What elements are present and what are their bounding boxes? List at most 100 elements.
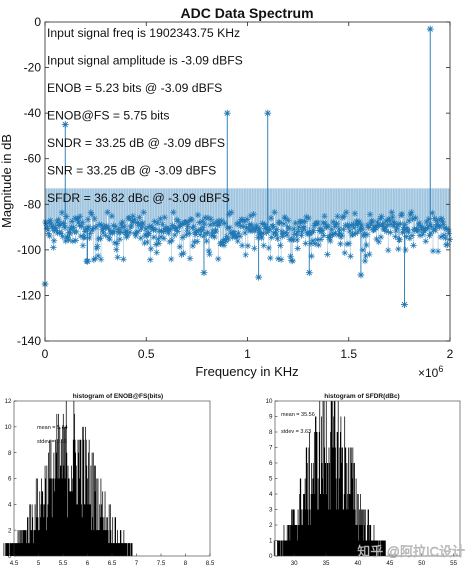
enob-histogram: histogram of ENOB@FS(bits) 4.5 5 5.5 6 6.5 7 7… <box>3 393 215 567</box>
hist-y-tick-label: 4 <box>8 502 12 509</box>
hist-y-tick-label: 4 <box>269 491 273 498</box>
sfdr-histogram-x-ticks: 30 35 40 45 50 55 <box>291 553 458 567</box>
spur-mark <box>305 227 313 277</box>
spur-marker <box>305 269 313 277</box>
x-tick-label: 1 <box>244 347 251 361</box>
x-tick-label: 0 <box>42 347 49 361</box>
spur-mark <box>357 227 365 279</box>
spur-marker <box>264 109 272 117</box>
hist-x-tick-label: 30 <box>291 560 298 567</box>
histogram-bars-path <box>3 401 133 556</box>
sfdr-stdev-label: stdev = 3.63 <box>281 429 311 435</box>
hist-y-tick-label: 0 <box>269 553 273 560</box>
hist-y-tick-label: 8 <box>8 450 12 457</box>
histogram-bars-path <box>273 401 386 556</box>
spur-marker <box>223 109 231 117</box>
hist-x-tick-label: 40 <box>354 560 361 567</box>
sfdr-histogram-title: histogram of SFDR(dBc) <box>324 393 399 400</box>
spectrum-x-ticks: 0 0.5 1 1.5 2 <box>42 22 454 361</box>
sfdr-histogram-y-ticks: 0 1 2 3 4 5 6 7 8 9 10 <box>266 398 278 560</box>
x-tick-label: 1.5 <box>340 347 357 361</box>
y-tick-label: -60 <box>24 152 42 166</box>
annotation-text: Input signal amplitude is -3.09 dBFS <box>47 54 243 68</box>
annotation-text: Input signal freq is 1902343.75 KHz <box>47 26 240 40</box>
spectrum-x-axis-label: Frequency in KHz <box>195 364 298 379</box>
hist-x-tick-label: 50 <box>418 560 425 567</box>
hist-y-tick-label: 8 <box>269 429 273 436</box>
hist-x-tick-label: 8 <box>184 560 188 567</box>
spectrum-plot: ADC Data Spectrum 0 0.5 1 1.5 2 0 -20 -40 -60 -8… <box>0 5 454 380</box>
spur-mark <box>61 121 69 228</box>
spur-mark <box>401 227 408 308</box>
hist-x-tick-label: 6 <box>86 560 90 567</box>
sfdr-histogram-bars <box>273 401 386 556</box>
hist-y-tick-label: 2 <box>8 527 12 534</box>
annotation-text: SNDR = 33.25 dB @ -3.09 dBFS <box>47 136 225 150</box>
annotation-text: SFDR = 36.82 dBc @ -3.09 dBFS <box>47 191 230 205</box>
enob-histogram-y-ticks: 0 2 4 6 8 10 12 <box>5 398 17 560</box>
y-tick-label: -80 <box>24 197 42 211</box>
hist-y-tick-label: 10 <box>5 424 12 431</box>
hist-y-tick-label: 5 <box>269 476 273 483</box>
spur-marker <box>84 257 91 265</box>
hist-y-tick-label: 10 <box>266 398 273 405</box>
hist-y-tick-label: 12 <box>5 398 12 405</box>
hist-x-tick-label: 45 <box>386 560 393 567</box>
hist-y-tick-label: 7 <box>269 445 273 452</box>
sfdr-histogram: histogram of SFDR(dBc) 30 35 40 45 50 55 0123… <box>266 393 461 567</box>
spur-marker <box>357 271 365 279</box>
spur-mark <box>200 227 208 277</box>
hist-x-tick-label: 35 <box>323 560 330 567</box>
spectrum-x-scale-label: ×106 <box>418 364 443 380</box>
enob-stdev-label: stdev = 0.55 <box>37 439 67 445</box>
hist-y-tick-label: 6 <box>8 476 12 483</box>
spur-mark <box>264 109 272 228</box>
hist-x-tick-label: 8.5 <box>206 560 215 567</box>
spectrum-y-ticks: 0 -20 -40 -60 -80 -100 -120 -140 <box>17 15 450 348</box>
hist-x-tick-label: 4.5 <box>10 560 19 567</box>
y-tick-label: -120 <box>17 288 41 302</box>
annotation-text: ENOB@FS = 5.75 bits <box>47 109 169 123</box>
spectrum-title: ADC Data Spectrum <box>180 5 313 21</box>
spur-marker <box>426 25 434 33</box>
hist-y-tick-label: 3 <box>269 507 273 514</box>
hist-x-tick-label: 7 <box>135 560 139 567</box>
hist-x-tick-label: 5 <box>37 560 41 567</box>
spectrum-y-axis-label: Magnitude in dB <box>0 134 14 228</box>
sfdr-mean-label: mean = 35.56 <box>281 412 315 418</box>
hist-x-tick-label: 55 <box>450 560 457 567</box>
enob-histogram-x-ticks: 4.5 5 5.5 6 6.5 7 7.5 8 8.5 <box>10 553 215 567</box>
x-tick-label: 0.5 <box>138 347 155 361</box>
spur-marker <box>401 301 408 308</box>
spectrum-marks <box>41 25 453 308</box>
hist-y-tick-label: 6 <box>269 460 273 467</box>
annotation-text: ENOB = 5.23 bits @ -3.09 dBFS <box>47 81 222 95</box>
spur-mark <box>84 227 91 265</box>
x-tick-label: 2 <box>447 347 454 361</box>
hist-x-tick-label: 5.5 <box>59 560 68 567</box>
spectrum-plot-area <box>45 22 450 341</box>
hist-x-tick-label: 7.5 <box>157 560 166 567</box>
spur-marker <box>200 269 208 277</box>
spectrum-annotations: Input signal freq is 1902343.75 KHz Input… <box>47 26 243 205</box>
y-tick-label: 0 <box>34 15 41 29</box>
y-tick-label: -20 <box>24 61 42 75</box>
spur-marker <box>255 273 263 281</box>
spur-mark <box>223 109 231 228</box>
hist-y-tick-label: 9 <box>269 414 273 421</box>
y-tick-label: -40 <box>24 106 42 120</box>
y-tick-label: -140 <box>17 334 41 348</box>
spur-mark <box>426 25 434 228</box>
watermark: 知乎 @阿拉IC设计 <box>357 544 465 559</box>
spur-marker <box>61 121 69 128</box>
enob-histogram-title: histogram of ENOB@FS(bits) <box>73 393 163 400</box>
hist-x-tick-label: 6.5 <box>108 560 117 567</box>
hist-y-tick-label: 0 <box>8 553 12 560</box>
enob-histogram-bars <box>3 401 133 556</box>
hist-y-tick-label: 1 <box>269 538 273 545</box>
annotation-text: SNR = 33.25 dB @ -3.09 dBFS <box>47 164 216 178</box>
watermark-text: 知乎 @阿拉IC设计 <box>357 544 465 559</box>
spur-mark <box>255 227 263 281</box>
y-tick-label: -100 <box>17 243 41 257</box>
